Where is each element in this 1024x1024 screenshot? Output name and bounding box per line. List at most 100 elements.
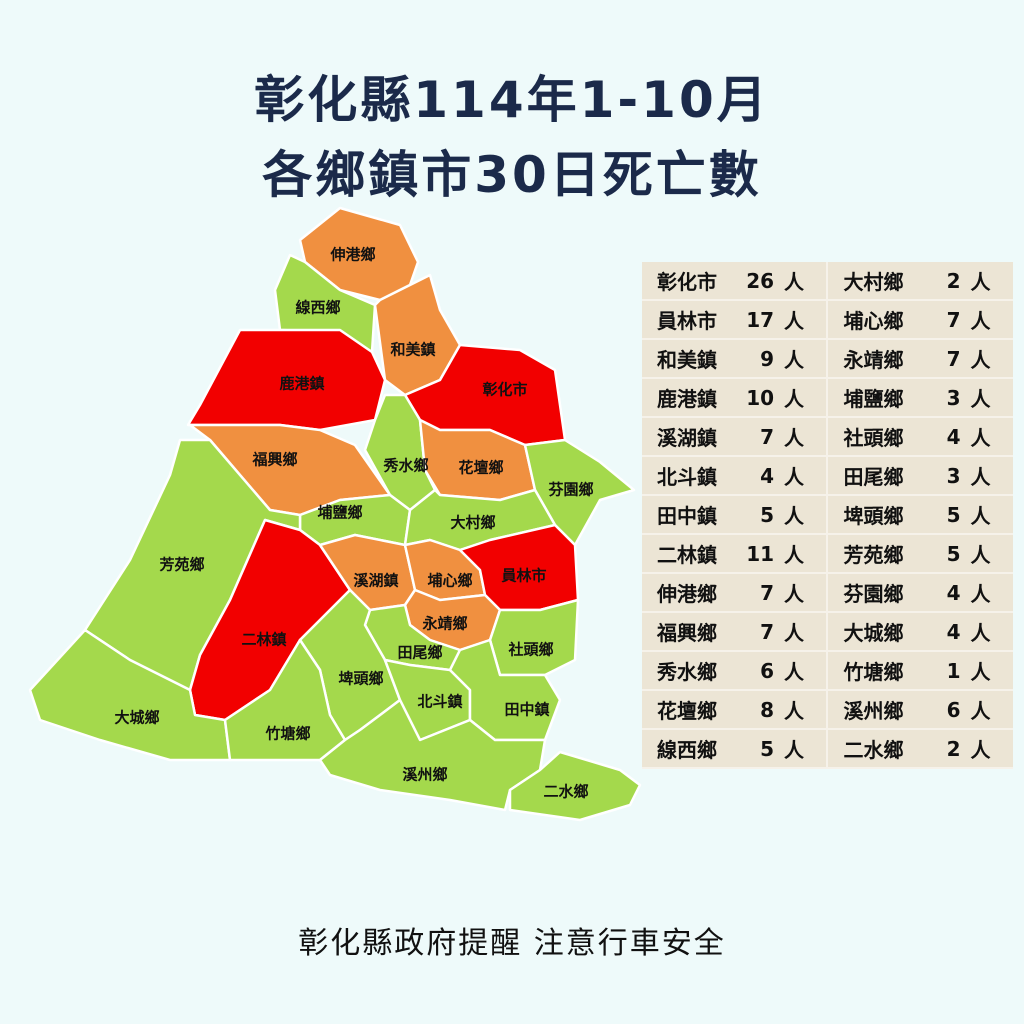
unit-label: 人 [774, 417, 829, 457]
unit-label: 人 [774, 456, 829, 496]
unit-label: 人 [774, 262, 829, 301]
township-name: 員林市 [642, 300, 737, 340]
township-name: 花壇鄉 [642, 690, 737, 730]
footer-reminder: 彰化縣政府提醒 注意行車安全 [298, 926, 726, 961]
title-line-1: 彰化縣114年1-10月 [254, 71, 770, 129]
death-count: 9 [736, 339, 775, 379]
township-name: 埔鹽鄉 [827, 378, 923, 418]
unit-label: 人 [960, 690, 1013, 730]
region-label: 福興鄉 [251, 451, 297, 469]
unit-label: 人 [774, 612, 829, 652]
region-竹塘鄉 [223, 638, 347, 762]
table-row: 伸港鄉 7 人芬園鄉 4 人 [642, 573, 1013, 613]
township-name: 溪湖鎮 [642, 417, 737, 457]
township-name: 和美鎮 [642, 339, 737, 379]
township-name: 福興鄉 [642, 612, 737, 652]
unit-label: 人 [960, 417, 1013, 457]
death-count: 10 [736, 378, 775, 418]
death-count: 4 [922, 417, 961, 457]
region-label: 芳苑鄉 [159, 556, 204, 574]
deaths-table: 彰化市 26 人大村鄉 2 人員林市 17 人埔心鄉 7 人和美鎮 9 人永靖鄉 7 人鹿港鎮 10 人埔鹽… [642, 262, 1013, 769]
region-label: 線西鄉 [295, 299, 340, 317]
table-row: 北斗鎮 4 人田尾鄉 3 人 [642, 456, 1013, 496]
region-label: 大城鄉 [114, 709, 159, 727]
township-name: 竹塘鄉 [827, 651, 923, 691]
death-count: 8 [736, 690, 775, 730]
unit-label: 人 [774, 690, 829, 730]
region-label: 二林鎮 [241, 631, 286, 649]
township-name: 線西鄉 [642, 729, 737, 769]
unit-label: 人 [774, 534, 829, 574]
death-count: 6 [922, 690, 961, 730]
death-count: 4 [922, 612, 961, 652]
death-count: 6 [736, 651, 775, 691]
unit-label: 人 [960, 534, 1013, 574]
death-count: 3 [922, 456, 961, 496]
death-count: 5 [736, 495, 775, 535]
table-row: 和美鎮 9 人永靖鄉 7 人 [642, 339, 1013, 379]
region-label: 二水鄉 [543, 783, 588, 801]
region-label: 溪州鄉 [402, 766, 447, 784]
region-label: 花壇鄉 [458, 459, 503, 477]
table-row: 福興鄉 7 人大城鄉 4 人 [642, 612, 1013, 652]
township-name: 埔心鄉 [827, 300, 923, 340]
death-count: 7 [922, 300, 961, 340]
unit-label: 人 [960, 612, 1013, 652]
region-label: 埤頭鄉 [338, 670, 383, 688]
township-name: 埤頭鄉 [827, 495, 923, 535]
region-label: 社頭鄉 [507, 641, 553, 659]
unit-label: 人 [774, 573, 829, 613]
region-label: 田中鎮 [504, 701, 549, 719]
township-name: 彰化市 [642, 262, 737, 301]
township-name: 芬園鄉 [827, 573, 923, 613]
unit-label: 人 [960, 378, 1013, 418]
region-label: 伸港鄉 [329, 246, 375, 264]
unit-label: 人 [960, 262, 1013, 301]
region-二水鄉 [508, 750, 642, 822]
region-label: 田尾鄉 [397, 644, 442, 662]
death-count: 4 [736, 456, 775, 496]
unit-label: 人 [774, 378, 829, 418]
township-name: 伸港鄉 [642, 573, 737, 613]
table-row: 秀水鄉 6 人竹塘鄉 1 人 [642, 651, 1013, 691]
township-name: 鹿港鎮 [642, 378, 737, 418]
region-田中鎮 [448, 638, 562, 742]
region-label: 竹塘鄉 [264, 725, 310, 743]
death-count: 2 [922, 729, 961, 769]
township-name: 大村鄉 [827, 262, 923, 301]
death-count: 26 [736, 262, 775, 301]
township-name: 芳苑鄉 [827, 534, 923, 574]
title-line-2: 各鄉鎮市30日死亡數 [262, 146, 762, 204]
death-count: 2 [922, 262, 961, 301]
table-row: 鹿港鎮 10 人埔鹽鄉 3 人 [642, 378, 1013, 418]
township-name: 二林鎮 [642, 534, 737, 574]
unit-label: 人 [960, 651, 1013, 691]
unit-label: 人 [960, 573, 1013, 613]
township-name: 田中鎮 [642, 495, 737, 535]
table-row: 溪湖鎮 7 人社頭鄉 4 人 [642, 417, 1013, 457]
unit-label: 人 [960, 729, 1013, 769]
unit-label: 人 [774, 339, 829, 379]
death-count: 7 [736, 417, 775, 457]
region-label: 永靖鄉 [421, 615, 467, 633]
unit-label: 人 [774, 651, 829, 691]
unit-label: 人 [774, 729, 829, 769]
unit-label: 人 [960, 456, 1013, 496]
township-name: 溪州鄉 [827, 690, 923, 730]
table-row: 彰化市 26 人大村鄉 2 人 [642, 262, 1013, 301]
unit-label: 人 [960, 495, 1013, 535]
region-鹿港鎮 [186, 328, 387, 432]
region-label: 埔鹽鄉 [317, 504, 362, 522]
region-label: 大村鄉 [450, 514, 495, 532]
region-label: 埔心鄉 [427, 572, 472, 590]
township-name: 秀水鄉 [642, 651, 737, 691]
death-count: 7 [736, 573, 775, 613]
table-row: 二林鎮 11 人芳苑鄉 5 人 [642, 534, 1013, 574]
death-count: 5 [922, 495, 961, 535]
township-name: 社頭鄉 [827, 417, 923, 457]
region-label: 員林市 [500, 567, 546, 585]
death-count: 5 [922, 534, 961, 574]
township-name: 永靖鄉 [827, 339, 923, 379]
death-count: 4 [922, 573, 961, 613]
region-溪州鄉 [318, 698, 547, 812]
